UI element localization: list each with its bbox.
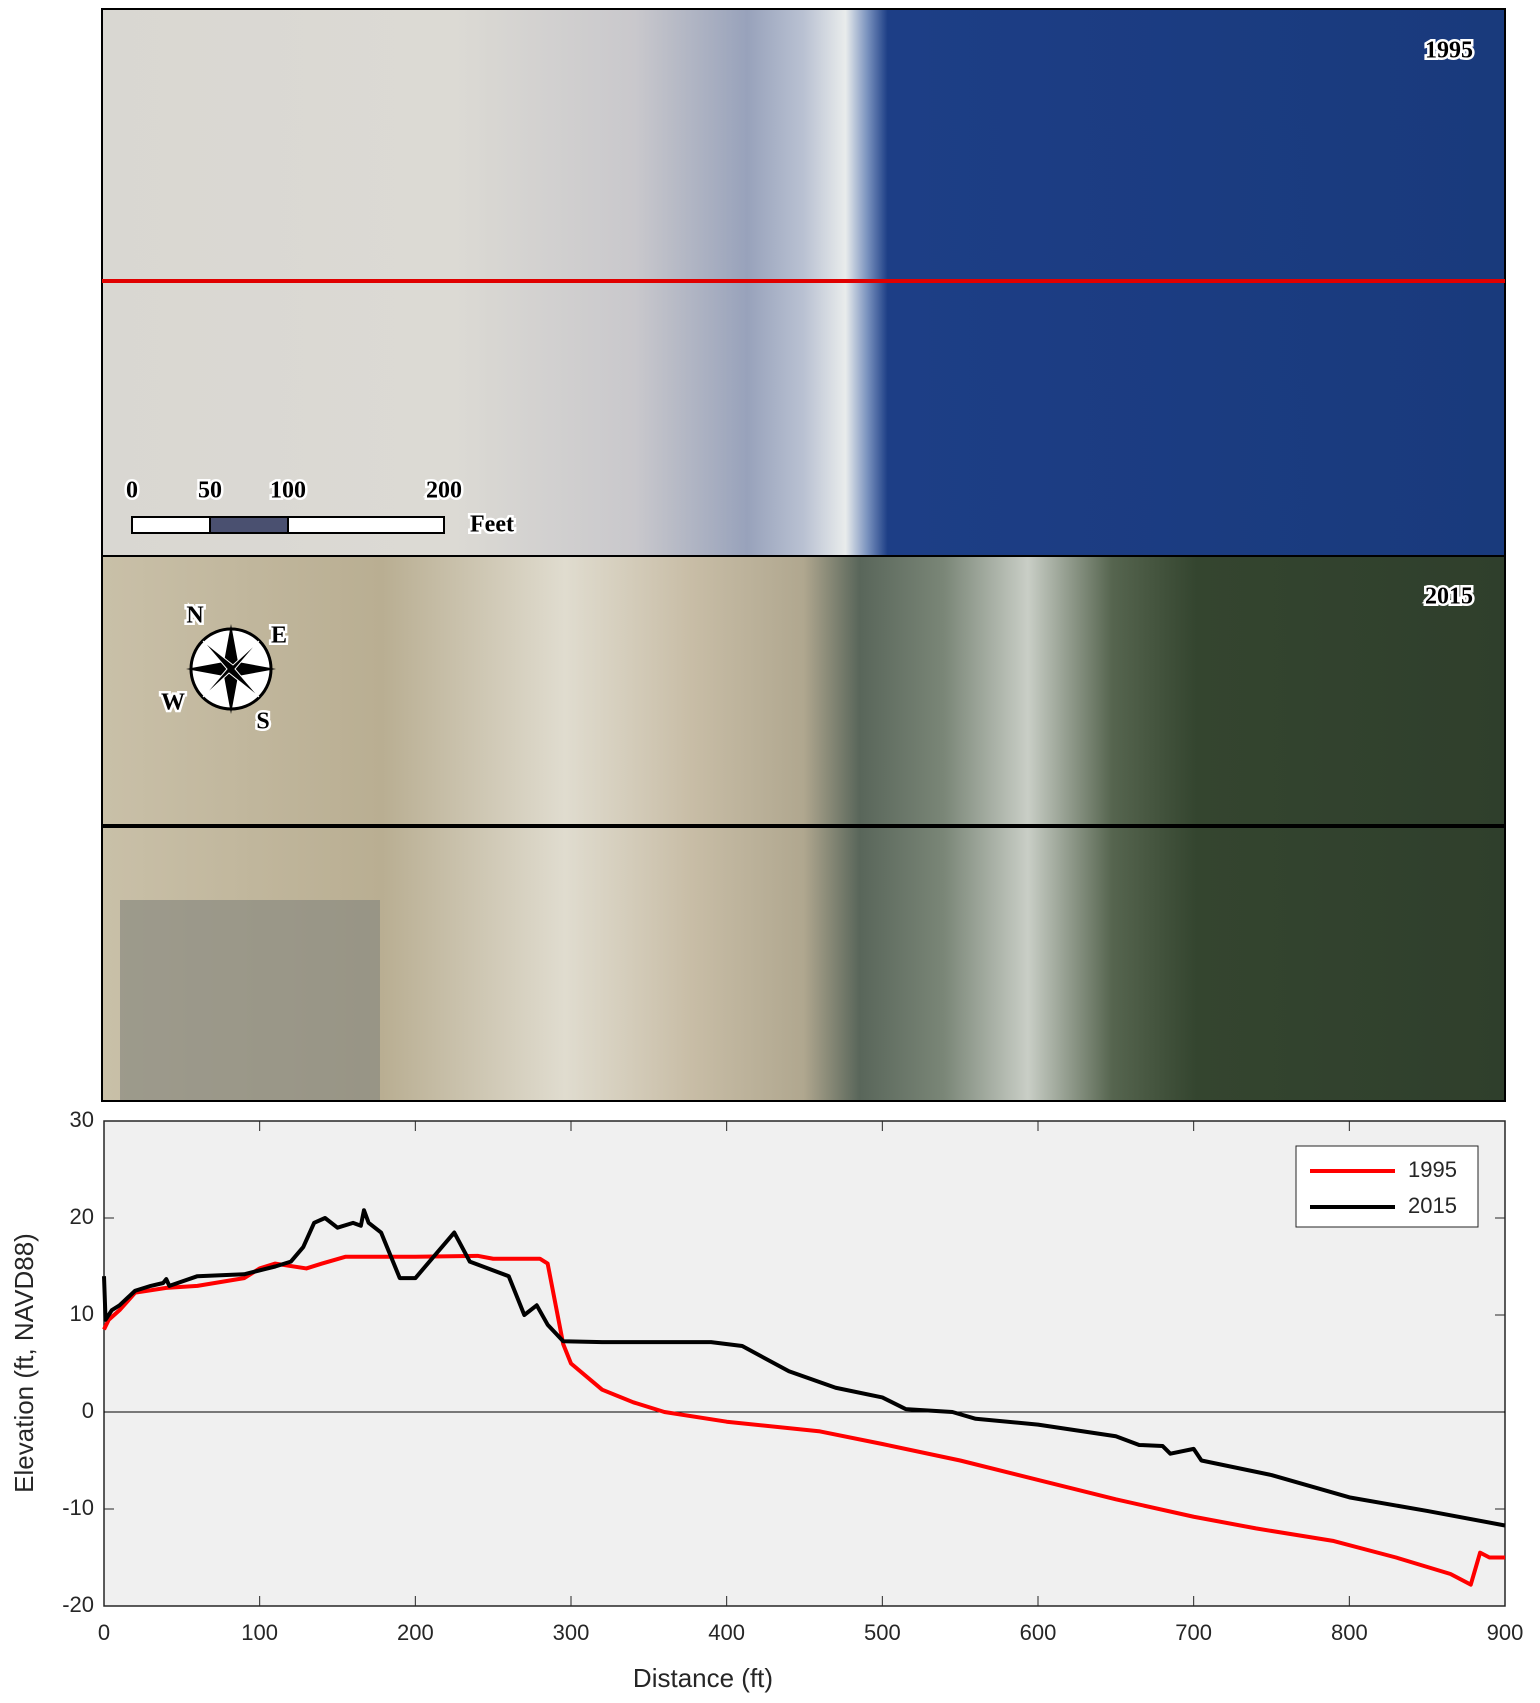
legend-label: 2015	[1408, 1193, 1457, 1218]
compass-letter: S	[256, 709, 269, 735]
x-tick-label: 900	[1487, 1620, 1524, 1645]
scale-segment	[209, 516, 289, 534]
scale-tick-label: 0	[126, 478, 138, 504]
scale-tick-label: 50	[198, 478, 222, 504]
y-tick-label: 0	[82, 1398, 94, 1423]
x-tick-label: 0	[98, 1620, 110, 1645]
y-axis-label: Elevation (ft, NAVD88)	[9, 1233, 39, 1493]
compass-star	[202, 640, 260, 698]
y-tick-label: 10	[70, 1301, 94, 1326]
x-tick-label: 400	[708, 1620, 745, 1645]
x-tick-label: 800	[1331, 1620, 1368, 1645]
houses	[120, 900, 380, 1100]
legend-label: 1995	[1408, 1157, 1457, 1182]
data-line	[102, 1208, 1506, 1528]
scale-unit: Feet	[470, 512, 514, 538]
x-tick-label: 200	[397, 1620, 434, 1645]
plot-area	[103, 1120, 1506, 1607]
scale-segment	[287, 516, 445, 534]
y-tick-label: -10	[62, 1495, 94, 1520]
scale-tick-label: 200	[426, 478, 462, 504]
x-tick-label: 300	[553, 1620, 590, 1645]
x-tick-label: 500	[864, 1620, 901, 1645]
scale-tick-label: 100	[270, 478, 306, 504]
y-tick-label: 30	[70, 1107, 94, 1132]
y-tick-label: -20	[62, 1592, 94, 1617]
x-tick-label: 700	[1175, 1620, 1212, 1645]
x-tick-label: 600	[1020, 1620, 1057, 1645]
x-axis-label: Distance (ft)	[633, 1663, 773, 1693]
legend-box	[1295, 1145, 1479, 1228]
compass-letter: W	[161, 690, 185, 716]
data-line	[102, 1253, 1505, 1587]
y-tick-label: 20	[70, 1204, 94, 1229]
compass: N E S W	[159, 600, 290, 737]
compass-letter: N	[186, 603, 204, 629]
scale-segment	[131, 516, 211, 534]
x-tick-label: 100	[241, 1620, 278, 1645]
panel-label: 1995	[1425, 38, 1473, 64]
compass-letter: E	[271, 623, 287, 649]
panel-label: 2015	[1425, 584, 1473, 610]
scale-bar: Feet 0 50 100 200	[124, 475, 517, 540]
